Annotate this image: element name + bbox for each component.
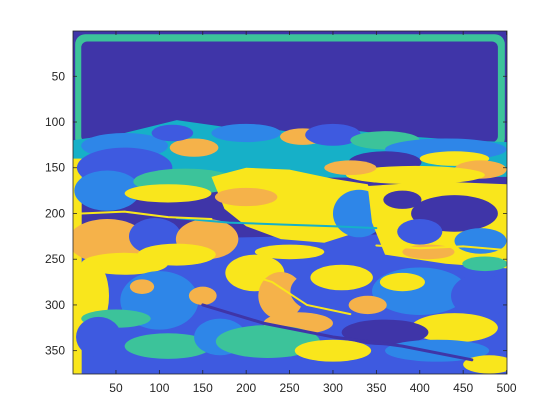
segment-region-38: [188, 286, 217, 305]
x-tick-label: 100: [149, 381, 169, 395]
y-tick-label: 350: [45, 344, 65, 358]
x-tick-label: 300: [323, 381, 343, 395]
segment-region-4: [151, 124, 194, 142]
y-tick-label: 50: [52, 69, 66, 83]
y-tick-label: 150: [45, 161, 65, 175]
segment-region-29: [462, 256, 507, 272]
x-tick-label: 350: [366, 381, 386, 395]
segment-region-58: [201, 303, 474, 362]
sky-region: [81, 41, 498, 143]
segment-region-60: [175, 217, 378, 230]
segment-region-21: [254, 244, 325, 260]
segment-region-44: [258, 272, 304, 320]
y-tick-label: 300: [45, 298, 65, 312]
x-tick-label: 250: [280, 381, 300, 395]
x-tick-label: 200: [236, 381, 256, 395]
y-tick-label: 250: [45, 252, 65, 266]
segment-region-51: [379, 272, 425, 292]
left-edge-strip: [73, 158, 82, 374]
segment-region-15: [74, 170, 141, 211]
segment-region-52: [451, 273, 507, 318]
x-tick-label: 400: [410, 381, 430, 395]
segment-region-7: [305, 123, 361, 146]
segment-region-57: [348, 295, 387, 315]
segment-region-56: [463, 355, 507, 374]
y-tick-label: 200: [45, 206, 65, 220]
segment-region-37: [129, 279, 155, 294]
segment-region-22: [214, 187, 278, 207]
segment-region-41: [124, 333, 212, 359]
segment-region-54: [341, 319, 429, 346]
y-axis: 50 100 150 200 250 300 350: [45, 69, 507, 358]
segment-region-27: [383, 190, 422, 209]
segment-region-46: [310, 264, 373, 291]
x-tick-label: 450: [453, 381, 473, 395]
segment-region-61: [375, 244, 507, 252]
segment-region-48: [215, 325, 320, 358]
y-tick-label: 100: [45, 115, 65, 129]
segment-region-3: [169, 138, 219, 157]
x-tick-label: 50: [109, 381, 123, 395]
segment-region-49: [294, 339, 372, 362]
axes-box: [72, 30, 508, 375]
segment-region-13: [345, 165, 485, 185]
segment-region-17: [124, 184, 212, 203]
segment-region-40: [76, 316, 122, 358]
x-tick-label: 150: [193, 381, 213, 395]
segment-region-5: [211, 123, 281, 143]
x-axis: 50 100 150 200 250 300 350 400 450 500: [109, 31, 517, 395]
segment-region-25: [397, 218, 443, 245]
segment-region-53: [411, 313, 498, 343]
axes: 50 100 150 200 250 300 350 400 450 500 50 100 150 20…: [45, 30, 517, 395]
segmentation-image: [73, 31, 507, 374]
segment-region-30: [73, 218, 147, 263]
segment-region-55: [385, 339, 490, 362]
segment-region-59: [227, 267, 352, 316]
x-tick-label: 500: [497, 381, 517, 395]
segment-region-19: [324, 160, 377, 176]
segment-region-62: [80, 210, 213, 220]
